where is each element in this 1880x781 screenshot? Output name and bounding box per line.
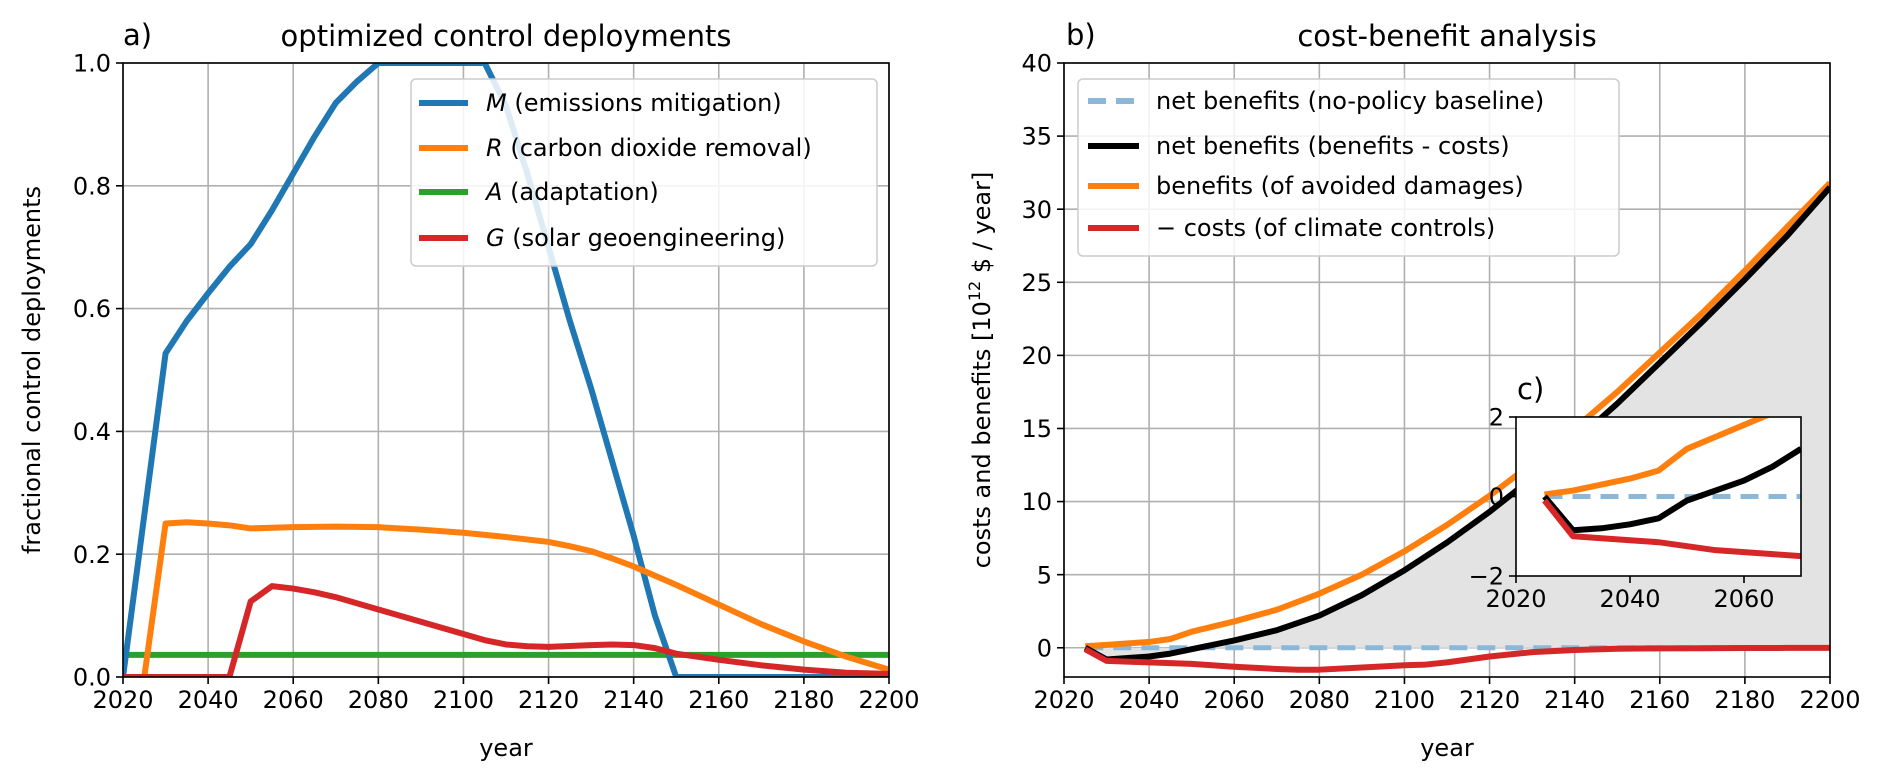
b-xtick-label: 2100 bbox=[1374, 686, 1435, 714]
chart-a-lines bbox=[123, 63, 889, 677]
legend-label-net: net benefits (benefits - costs) bbox=[1156, 132, 1510, 160]
c-series-line-1 bbox=[1542, 446, 1801, 534]
c-ytick-label: 0 bbox=[1489, 483, 1504, 511]
b-ytick-label: 35 bbox=[1021, 123, 1052, 151]
c-series-line-2 bbox=[1544, 417, 1771, 498]
chart-b-ylabel: costs and benefits [1012 $ / year] bbox=[965, 172, 996, 569]
b-xtick-label: 2060 bbox=[1204, 686, 1265, 714]
a-xtick-label: 2200 bbox=[858, 686, 919, 714]
b-xtick-label: 2140 bbox=[1544, 686, 1605, 714]
legend-symbol-g: G bbox=[486, 224, 505, 252]
legend-entry-net: net benefits (benefits - costs) bbox=[1088, 132, 1510, 160]
c-xtick-label: 2040 bbox=[1599, 585, 1660, 613]
svg-text:R (carbon dioxide removal): R (carbon dioxide removal) bbox=[486, 134, 812, 162]
chart-c-ticks: 2020 2040 2060 −2 0 2 bbox=[1469, 404, 1775, 613]
chart-c-inset: 2020 2040 2060 −2 0 2 c) bbox=[1469, 372, 1802, 613]
b-xtick-label: 2200 bbox=[1799, 686, 1860, 714]
b-xtick-label: 2080 bbox=[1289, 686, 1350, 714]
legend-symbol-r: R bbox=[486, 134, 503, 162]
b-ytick-label: 0 bbox=[1037, 634, 1052, 662]
b-xtick-label: 2180 bbox=[1714, 686, 1775, 714]
legend-entry-baseline: net benefits (no-policy baseline) bbox=[1088, 87, 1544, 115]
chart-b-legend-box bbox=[1077, 78, 1620, 257]
chart-a-ticks: 2020 2040 2060 2080 2100 2120 2140 2160 2180 2200… bbox=[73, 50, 920, 714]
chart-a-panel-label: a) bbox=[123, 18, 152, 52]
b-series-line-2 bbox=[1085, 180, 1830, 650]
b-series-line-1 bbox=[1083, 185, 1830, 663]
a-xtick-label: 2140 bbox=[603, 686, 664, 714]
b-xtick-label: 2160 bbox=[1629, 686, 1690, 714]
a-ytick-label: 0.2 bbox=[73, 541, 111, 569]
chart-b-ticks: 2020 2040 2060 2080 2100 2120 2140 2160 2180 2200… bbox=[1021, 50, 1860, 714]
legend-entry-a: A (adaptation) bbox=[419, 178, 659, 206]
chart-a-title: optimized control deployments bbox=[281, 19, 732, 53]
a-ytick-label: 0.0 bbox=[73, 664, 111, 692]
legend-entry-g: G (solar geoengineering) bbox=[419, 224, 785, 252]
b-ytick-label: 5 bbox=[1037, 561, 1052, 589]
a-xtick-label: 2060 bbox=[263, 686, 324, 714]
b-series-line-3 bbox=[1083, 644, 1830, 673]
a-ytick-label: 0.6 bbox=[73, 295, 111, 323]
a-ytick-label: 1.0 bbox=[73, 50, 111, 78]
a-xtick-label: 2120 bbox=[518, 686, 579, 714]
b-xtick-label: 2120 bbox=[1459, 686, 1520, 714]
b-xtick-label: 2020 bbox=[1033, 686, 1094, 714]
legend-entry-costs: − costs (of climate controls) bbox=[1088, 214, 1495, 242]
svg-text:G (solar geoengineering): G (solar geoengineering) bbox=[486, 224, 785, 252]
chart-b-xlabel: year bbox=[1420, 734, 1474, 762]
chart-b-legend: net benefits (no-policy baseline) net be… bbox=[1077, 78, 1620, 257]
chart-a-frame bbox=[122, 62, 890, 678]
svg-text:A (adaptation): A (adaptation) bbox=[484, 178, 659, 206]
c-series-line-3 bbox=[1542, 498, 1801, 560]
chart-a-legend-box bbox=[410, 78, 878, 267]
chart-a-xlabel: year bbox=[479, 734, 533, 762]
chart-b-title: cost-benefit analysis bbox=[1297, 19, 1596, 53]
chart-b-frame bbox=[1063, 62, 1831, 678]
chart-c-lines bbox=[1542, 417, 1801, 560]
legend-label-benefits: benefits (of avoided damages) bbox=[1156, 172, 1524, 200]
legend-label-costs: − costs (of climate controls) bbox=[1156, 214, 1495, 242]
legend-entry-r: R (carbon dioxide removal) bbox=[419, 134, 812, 162]
chart-c-panel-label: c) bbox=[1517, 372, 1544, 406]
legend-desc-r: (carbon dioxide removal) bbox=[510, 134, 811, 162]
legend-entry-benefits: benefits (of avoided damages) bbox=[1088, 172, 1524, 200]
legend-desc-g: (solar geoengineering) bbox=[512, 224, 785, 252]
legend-desc-a: (adaptation) bbox=[510, 178, 659, 206]
a-xtick-label: 2040 bbox=[178, 686, 239, 714]
a-xtick-label: 2080 bbox=[348, 686, 409, 714]
chart-b-panel-label: b) bbox=[1066, 18, 1096, 52]
chart-a: 2020 2040 2060 2080 2100 2120 2140 2160 2180 2200… bbox=[18, 18, 920, 762]
a-xtick-label: 2180 bbox=[773, 686, 834, 714]
a-series-line-1 bbox=[123, 519, 889, 677]
c-ytick-label: −2 bbox=[1469, 563, 1504, 591]
b-ytick-label: 20 bbox=[1021, 342, 1052, 370]
c-xtick-label: 2020 bbox=[1485, 585, 1546, 613]
a-xtick-label: 2020 bbox=[92, 686, 153, 714]
a-xtick-label: 2100 bbox=[433, 686, 494, 714]
c-xtick-label: 2060 bbox=[1713, 585, 1774, 613]
c-ytick-label: 2 bbox=[1489, 404, 1504, 432]
svg-text:M (emissions mitigation): M (emissions mitigation) bbox=[486, 89, 782, 117]
b-ytick-label: 10 bbox=[1021, 488, 1052, 516]
b-ytick-label: 25 bbox=[1021, 269, 1052, 297]
legend-label-baseline: net benefits (no-policy baseline) bbox=[1156, 87, 1544, 115]
b-ytick-label: 15 bbox=[1021, 415, 1052, 443]
legend-desc-m: (emissions mitigation) bbox=[514, 89, 781, 117]
b-ytick-label: 30 bbox=[1021, 196, 1052, 224]
chart-b: 2020 2040 2060 2080 2100 2120 2140 2160 2180 2200… bbox=[965, 18, 1861, 762]
a-xtick-label: 2160 bbox=[688, 686, 749, 714]
chart-a-legend: M (emissions mitigation) R (carbon dioxi… bbox=[410, 78, 878, 267]
legend-entry-m: M (emissions mitigation) bbox=[419, 89, 782, 117]
a-series-line-3 bbox=[123, 583, 889, 677]
legend-symbol-a: A bbox=[484, 178, 502, 206]
b-ytick-label: 40 bbox=[1021, 50, 1052, 78]
a-ytick-label: 0.4 bbox=[73, 418, 111, 446]
a-series-line-0 bbox=[123, 63, 889, 677]
legend-symbol-m: M bbox=[486, 89, 507, 117]
chart-a-ylabel: fractional control deployments bbox=[18, 186, 46, 554]
b-xtick-label: 2040 bbox=[1119, 686, 1180, 714]
a-ytick-label: 0.8 bbox=[73, 172, 111, 200]
chart-c-frame bbox=[1515, 416, 1802, 577]
